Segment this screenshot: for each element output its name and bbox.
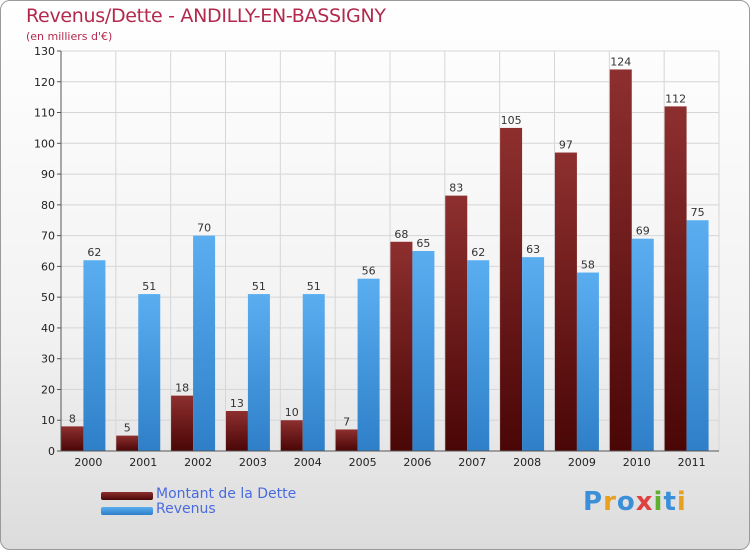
bar-dette [335,429,358,451]
bar-revenus [412,251,435,451]
y-tick-label: 0 [48,445,55,458]
data-label-revenus: 58 [581,259,595,272]
y-tick-label: 90 [41,168,55,181]
bar-dette [445,195,468,451]
data-label-dette: 13 [230,397,244,410]
bar-revenus [631,238,654,451]
logo-letter: o [616,487,636,517]
x-tick-label: 2006 [403,456,431,469]
bar-revenus [357,278,380,451]
bar-dette [116,435,139,451]
data-label-revenus: 51 [307,280,321,293]
data-label-revenus: 62 [87,246,101,259]
y-tick-label: 20 [41,383,55,396]
bar-revenus [302,294,325,451]
y-tick-label: 70 [41,230,55,243]
bar-dette [554,152,577,452]
data-label-revenus: 63 [526,243,540,256]
bar-revenus [193,235,216,451]
data-label-revenus: 69 [636,225,650,238]
bar-dette [171,395,194,451]
bar-revenus [247,294,270,451]
data-label-dette: 7 [343,415,350,428]
x-tick-label: 2000 [74,456,102,469]
bar-revenus [686,220,709,451]
y-tick-label: 100 [34,137,55,150]
bar-dette [664,106,687,451]
logo-letter: i [676,487,687,517]
x-tick-label: 2007 [458,456,486,469]
logo-letter: P [583,487,604,517]
logo-letter: t [663,487,677,517]
data-label-revenus: 75 [691,206,705,219]
bar-dette [500,127,523,451]
y-tick-label: 120 [34,76,55,89]
data-label-dette: 5 [124,422,131,435]
x-tick-label: 2002 [184,456,212,469]
x-tick-label: 2011 [678,456,706,469]
bar-revenus [467,260,490,451]
chart-title: Revenus/Dette - ANDILLY-EN-BASSIGNY [26,5,386,27]
logo-letter: x [635,487,654,517]
logo-letter: i [653,487,664,517]
data-label-dette: 97 [559,139,573,152]
y-tick-label: 10 [41,414,55,427]
x-tick-label: 2010 [623,456,651,469]
bar-dette [609,69,632,451]
legend-label-dette: Montant de la Dette [156,486,297,502]
data-label-revenus: 65 [416,237,430,250]
x-tick-label: 2004 [294,456,322,469]
data-label-dette: 10 [285,406,299,419]
y-tick-label: 130 [34,45,55,58]
data-label-revenus: 56 [362,265,376,278]
data-label-revenus: 51 [142,280,156,293]
y-tick-label: 40 [41,322,55,335]
chart-subtitle: (en milliers d'€) [26,30,113,43]
y-tick-label: 60 [41,260,55,273]
x-tick-label: 2005 [349,456,377,469]
legend-swatch-dette [101,492,153,500]
x-tick-label: 2003 [239,456,267,469]
bar-revenus [83,260,106,451]
logo-letter: r [603,487,617,517]
legend-swatch-revenus [101,507,153,515]
bar-revenus [576,272,599,451]
y-tick-label: 80 [41,199,55,212]
bar-dette [61,426,84,451]
data-label-dette: 83 [449,182,463,195]
legend-label-revenus: Revenus [156,501,216,517]
y-tick-label: 110 [34,107,55,120]
bar-revenus [138,294,161,451]
bar-dette [280,420,303,451]
data-label-revenus: 51 [252,280,266,293]
x-tick-label: 2001 [129,456,157,469]
data-label-dette: 105 [501,114,522,127]
data-label-dette: 68 [394,228,408,241]
data-label-dette: 124 [610,55,631,68]
bar-dette [390,241,413,451]
data-label-dette: 112 [665,92,686,105]
data-label-revenus: 70 [197,222,211,235]
y-tick-label: 30 [41,353,55,366]
data-label-dette: 8 [69,412,76,425]
y-tick-label: 50 [41,291,55,304]
x-tick-label: 2008 [513,456,541,469]
x-tick-label: 2009 [568,456,596,469]
bar-dette [225,411,248,451]
bar-revenus [522,257,545,451]
data-label-revenus: 62 [471,246,485,259]
proxiti-logo: Proxiti [583,487,687,517]
data-label-dette: 18 [175,382,189,395]
